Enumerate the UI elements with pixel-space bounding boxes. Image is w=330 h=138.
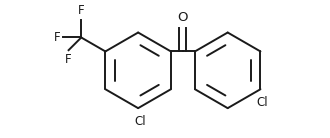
Text: Cl: Cl [134,115,146,128]
Text: F: F [54,31,60,44]
Text: F: F [65,53,72,66]
Text: O: O [178,11,188,24]
Text: F: F [78,4,84,17]
Text: Cl: Cl [257,96,268,109]
